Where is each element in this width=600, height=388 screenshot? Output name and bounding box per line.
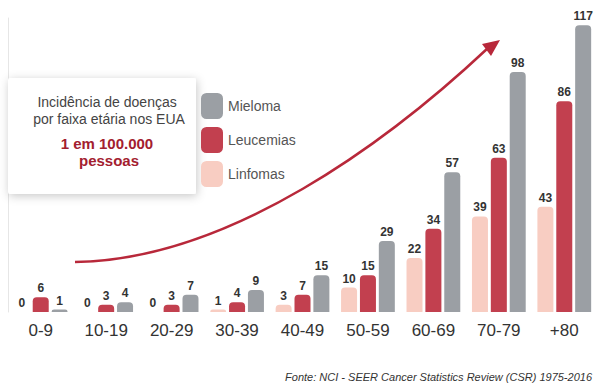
svg-text:+80: +80 — [550, 321, 579, 340]
svg-text:9: 9 — [253, 274, 260, 288]
svg-text:Fonte: NCI - SEER Cancer Stati: Fonte: NCI - SEER Cancer Statistics Revi… — [285, 371, 593, 383]
svg-text:50-59: 50-59 — [346, 321, 389, 340]
svg-text:20-29: 20-29 — [150, 321, 193, 340]
svg-text:1 em 100.000: 1 em 100.000 — [61, 135, 158, 152]
svg-text:34: 34 — [427, 213, 441, 227]
svg-text:Leucemias: Leucemias — [228, 132, 296, 148]
svg-text:Mieloma: Mieloma — [228, 98, 281, 114]
svg-text:0: 0 — [18, 296, 25, 310]
svg-text:0: 0 — [84, 296, 91, 310]
svg-text:98: 98 — [511, 56, 525, 70]
svg-text:1: 1 — [56, 294, 63, 308]
svg-text:7: 7 — [299, 279, 306, 293]
svg-text:3: 3 — [280, 289, 287, 303]
svg-text:4: 4 — [234, 286, 241, 300]
svg-text:39: 39 — [473, 200, 487, 214]
svg-text:4: 4 — [122, 286, 129, 300]
svg-text:0-9: 0-9 — [28, 321, 53, 340]
svg-text:60-69: 60-69 — [412, 321, 455, 340]
svg-text:70-79: 70-79 — [477, 321, 520, 340]
svg-text:22: 22 — [408, 242, 422, 256]
svg-text:43: 43 — [539, 191, 553, 205]
svg-text:117: 117 — [573, 9, 593, 23]
svg-text:Incidência de doenças: Incidência de doenças — [37, 94, 180, 110]
svg-text:40-49: 40-49 — [281, 321, 324, 340]
svg-text:Linfomas: Linfomas — [228, 166, 285, 182]
svg-text:15: 15 — [315, 259, 329, 273]
svg-text:pessoas: pessoas — [79, 152, 139, 169]
svg-text:3: 3 — [103, 289, 110, 303]
svg-text:57: 57 — [446, 156, 460, 170]
svg-text:30-39: 30-39 — [215, 321, 258, 340]
svg-text:10-19: 10-19 — [84, 321, 127, 340]
svg-text:15: 15 — [361, 259, 375, 273]
svg-text:6: 6 — [37, 281, 44, 295]
svg-text:63: 63 — [492, 142, 506, 156]
svg-text:3: 3 — [168, 289, 175, 303]
svg-text:0: 0 — [149, 296, 156, 310]
svg-text:10: 10 — [342, 272, 356, 286]
svg-text:por faixa etária nos EUA: por faixa etária nos EUA — [33, 111, 185, 127]
svg-text:1: 1 — [215, 294, 222, 308]
svg-text:29: 29 — [380, 225, 394, 239]
svg-text:86: 86 — [558, 85, 572, 99]
svg-text:7: 7 — [187, 279, 194, 293]
